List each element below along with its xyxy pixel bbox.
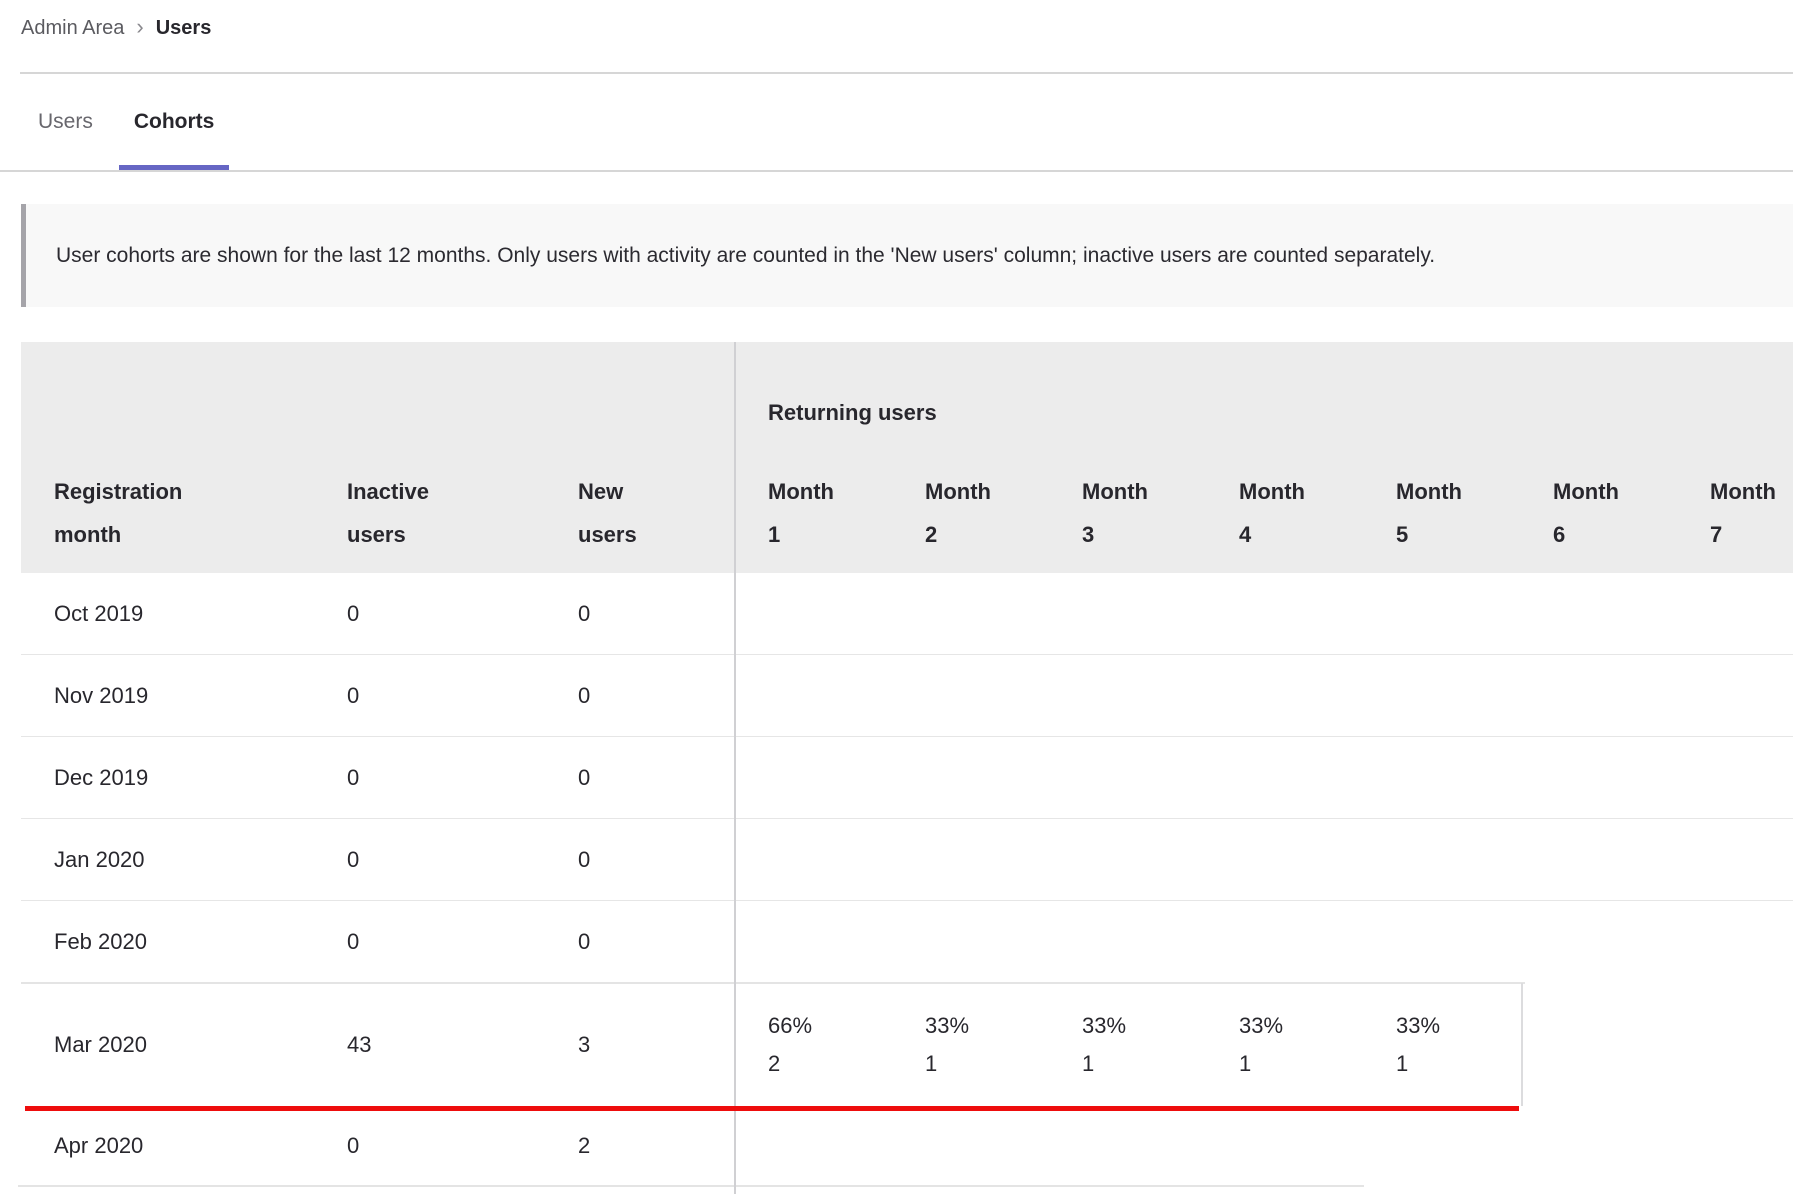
column-header-month-5: Month 5 <box>1396 479 1462 547</box>
returning-count: 1 <box>1396 1050 1409 1076</box>
cell-registration-month: Nov 2019 <box>54 682 149 708</box>
table-row: Jan 2020 0 0 <box>21 819 1793 901</box>
cell-border <box>1521 983 1523 1106</box>
column-header-new-users: New users <box>578 479 637 547</box>
returning-percent: 33% <box>1396 1012 1441 1038</box>
annotation-red-line <box>25 1106 1519 1111</box>
cohorts-info-text: User cohorts are shown for the last 12 m… <box>56 243 1436 267</box>
cell-registration-month: Apr 2020 <box>54 1133 144 1158</box>
cell-new-users: 3 <box>578 1031 591 1057</box>
cell-registration-month: Oct 2019 <box>54 600 144 626</box>
returning-users-group-header: Returning users <box>768 400 937 425</box>
returning-percent: 33% <box>1082 1012 1127 1038</box>
cohorts-table: Returning users Registration month Inact… <box>18 342 1793 1194</box>
table-row: Dec 2019 0 0 <box>21 737 1793 819</box>
breadcrumb: Admin Area › Users <box>21 0 211 56</box>
row-divider <box>21 982 1525 984</box>
column-header-month-1: Month 1 <box>768 479 834 547</box>
breadcrumb-item-users: Users <box>155 16 212 39</box>
cell-returning-month-5: 33% 1 <box>1362 1007 1519 1083</box>
returning-users-column-divider <box>734 342 736 1194</box>
cell-returning-month-1: 66% 2 <box>734 1007 891 1083</box>
cell-inactive-users: 0 <box>347 764 360 790</box>
cell-inactive-users: 0 <box>347 929 360 954</box>
column-header-month-6: Month 6 <box>1553 479 1619 547</box>
cell-returning-month-2: 33% 1 <box>891 1007 1048 1083</box>
cell-registration-month: Dec 2019 <box>54 764 149 790</box>
cell-returning-month-3: 33% 1 <box>1048 1007 1205 1083</box>
table-row: Nov 2019 0 0 <box>21 655 1793 737</box>
breadcrumb-divider <box>20 72 1793 74</box>
returning-count: 1 <box>925 1050 938 1076</box>
column-header-registration-month: Registration month <box>54 479 183 547</box>
row-divider <box>18 1185 1364 1187</box>
table-row: Feb 2020 0 0 <box>21 901 1793 983</box>
column-header-month-2: Month 2 <box>925 479 991 547</box>
tab-users[interactable]: Users <box>38 109 93 133</box>
column-header-inactive-users: Inactive users <box>347 479 429 547</box>
breadcrumb-separator-icon: › <box>136 14 144 39</box>
cell-inactive-users: 0 <box>347 682 360 708</box>
tab-bar: Users Cohorts <box>23 73 229 170</box>
cohorts-info-banner: User cohorts are shown for the last 12 m… <box>21 204 1793 307</box>
cell-returning-month-4: 33% 1 <box>1205 1007 1362 1083</box>
tabs-divider <box>0 170 1793 172</box>
cell-registration-month: Feb 2020 <box>54 929 147 954</box>
table-header-row: Returning users Registration month Inact… <box>21 342 1793 573</box>
returning-percent: 33% <box>1239 1012 1284 1038</box>
returning-count: 1 <box>1082 1050 1095 1076</box>
returning-count: 2 <box>768 1050 781 1076</box>
cell-new-users: 0 <box>578 846 591 872</box>
cell-new-users: 0 <box>578 929 591 954</box>
cell-registration-month: Jan 2020 <box>54 846 145 872</box>
table-row-mar-2020: Mar 2020 43 3 66% 2 33% 1 33% 1 33% 1 33… <box>21 983 1793 1106</box>
cell-new-users: 0 <box>578 682 591 708</box>
column-header-month-4: Month 4 <box>1239 479 1305 547</box>
cell-new-users: 2 <box>578 1133 591 1158</box>
returning-percent: 33% <box>925 1012 970 1038</box>
table-row-apr-2020: Apr 2020 0 2 <box>21 1106 1793 1186</box>
cell-new-users: 0 <box>578 764 591 790</box>
table-row: Oct 2019 0 0 <box>21 573 1793 655</box>
breadcrumb-item-admin-area[interactable]: Admin Area <box>21 16 125 39</box>
returning-count: 1 <box>1239 1050 1252 1076</box>
tab-cohorts[interactable]: Cohorts <box>118 73 230 170</box>
cell-inactive-users: 0 <box>347 600 360 626</box>
cell-inactive-users: 0 <box>347 846 360 872</box>
cell-inactive-users: 0 <box>347 1133 360 1158</box>
returning-percent: 66% <box>768 1012 813 1038</box>
cell-registration-month: Mar 2020 <box>54 1031 147 1057</box>
cell-inactive-users: 43 <box>347 1031 372 1057</box>
cell-new-users: 0 <box>578 600 591 626</box>
column-header-month-3: Month 3 <box>1082 479 1148 547</box>
column-header-month-7: Month 7 <box>1710 479 1776 547</box>
